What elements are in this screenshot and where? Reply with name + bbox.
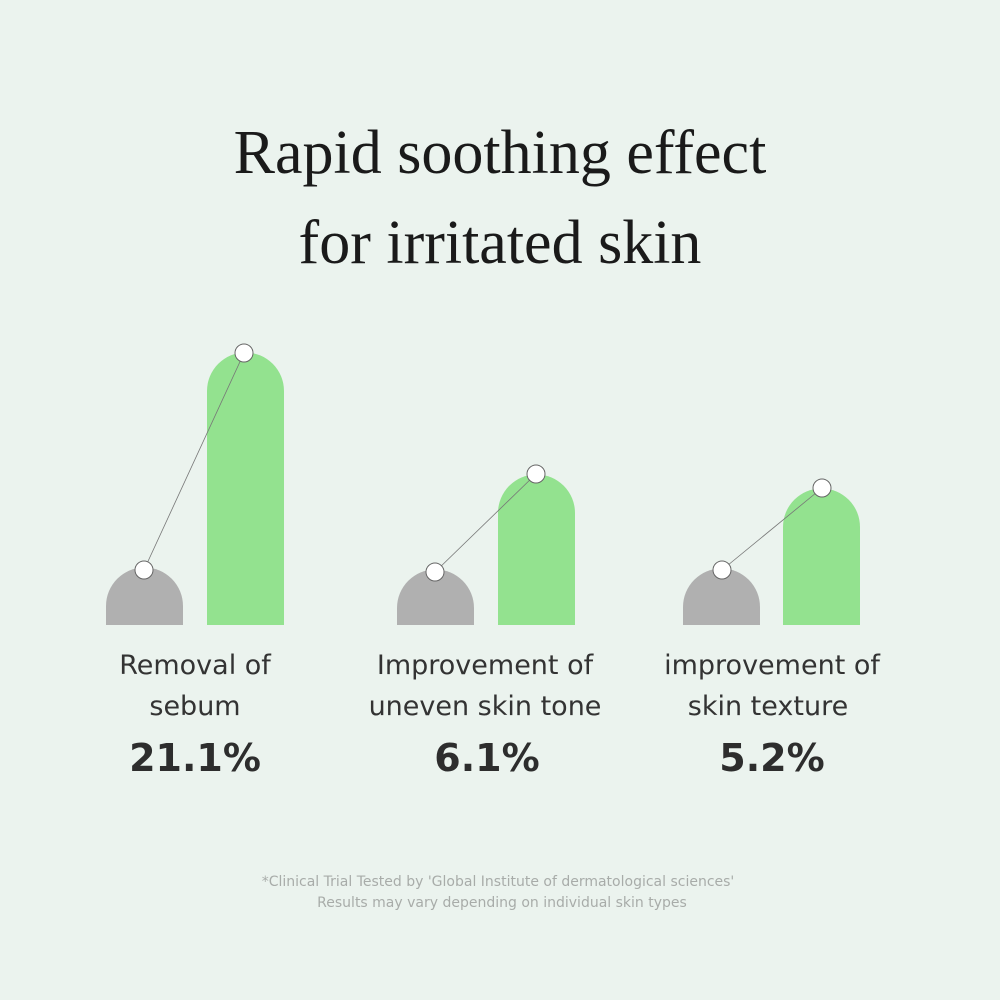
title-line: for irritated skin xyxy=(299,209,702,277)
item-label: skin texture xyxy=(688,691,848,722)
after-bar xyxy=(783,488,860,625)
item-label: improvement of xyxy=(664,650,881,681)
bar-group xyxy=(683,478,860,625)
before-bar xyxy=(397,569,474,625)
after-bar xyxy=(207,352,284,625)
footnote: Results may vary depending on individual… xyxy=(317,895,687,911)
item-label: uneven skin tone xyxy=(369,691,602,722)
connector xyxy=(721,487,823,571)
connector xyxy=(143,352,245,571)
bar-group xyxy=(397,464,575,625)
after-bar xyxy=(498,474,575,625)
dot xyxy=(234,343,254,363)
dot xyxy=(526,464,546,484)
item-value: 5.2% xyxy=(719,736,824,780)
connector xyxy=(434,473,537,573)
dot xyxy=(712,560,732,580)
before-bar xyxy=(683,568,760,625)
title-line: Rapid soothing effect xyxy=(234,119,767,187)
item-value: 21.1% xyxy=(129,736,261,780)
item-label: Improvement of xyxy=(377,650,595,681)
dot xyxy=(425,562,445,582)
item-label: sebum xyxy=(149,691,240,722)
item-label: Removal of xyxy=(119,650,272,681)
footnote: *Clinical Trial Tested by 'Global Instit… xyxy=(262,874,735,890)
item-value: 6.1% xyxy=(434,736,539,780)
dot xyxy=(134,560,154,580)
dot xyxy=(812,478,832,498)
before-bar xyxy=(106,567,183,625)
bar-group xyxy=(106,343,284,625)
